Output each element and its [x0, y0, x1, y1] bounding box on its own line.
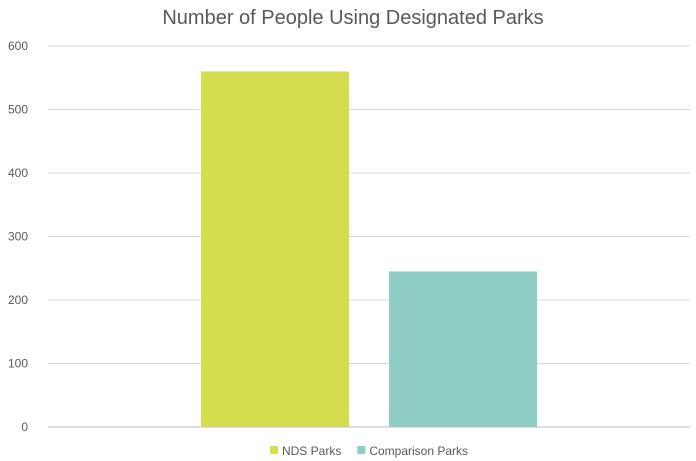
y-tick-label: 600	[8, 39, 28, 53]
y-tick-label: 500	[8, 103, 28, 117]
y-axis-ticks: 0 100 200 300 400 500 600	[8, 39, 28, 434]
legend: NDS Parks Comparison Parks	[269, 444, 468, 458]
bar-nds-parks	[201, 71, 349, 428]
y-tick-label: 400	[8, 166, 28, 180]
legend-label: Comparison Parks	[369, 444, 468, 458]
gridlines	[48, 45, 690, 364]
y-tick-label: 300	[8, 230, 28, 244]
y-tick-label: 0	[21, 420, 28, 434]
bar-comparison-parks	[389, 271, 537, 427]
legend-swatch	[357, 446, 366, 454]
chart-title: Number of People Using Designated Parks	[162, 7, 543, 29]
legend-label: NDS Parks	[282, 444, 341, 458]
y-tick-label: 100	[8, 357, 28, 371]
bars	[201, 71, 537, 428]
legend-swatch	[269, 446, 278, 454]
y-tick-label: 200	[8, 293, 28, 307]
